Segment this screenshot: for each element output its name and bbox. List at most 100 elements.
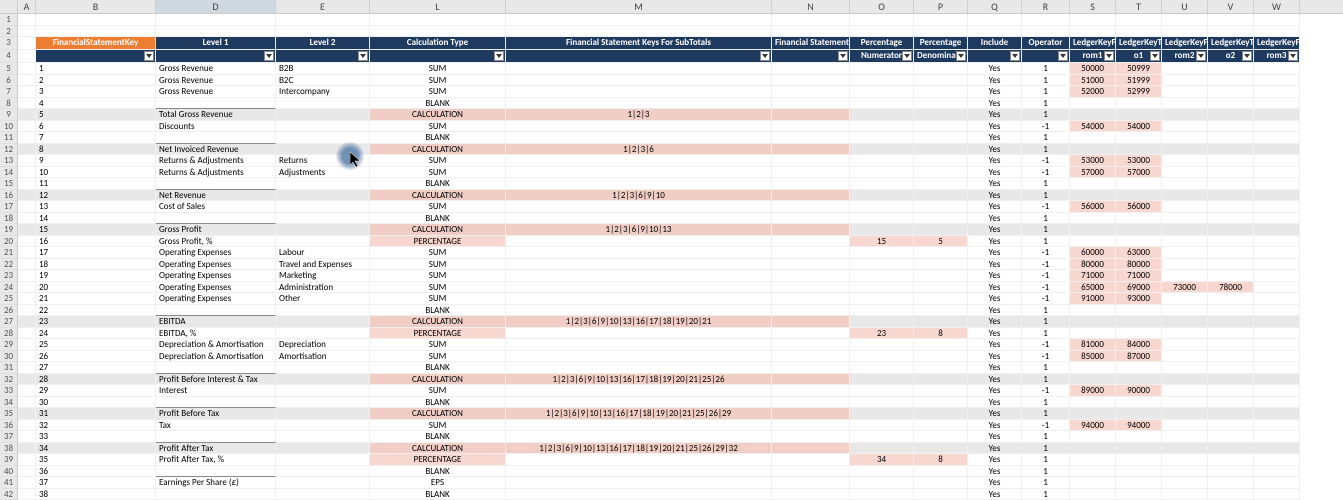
level1-cell[interactable]: Operating Expenses (156, 259, 276, 271)
ledger-t-cell[interactable]: 84000 (1116, 339, 1162, 351)
level1-cell[interactable]: Discounts (156, 121, 276, 133)
level2-cell[interactable] (276, 328, 370, 340)
ledger-w-cell[interactable] (1254, 213, 1300, 225)
pct-num-cell[interactable] (850, 466, 914, 478)
level1-cell[interactable]: Total Gross Revenue (156, 109, 276, 121)
level1-cell[interactable] (156, 466, 276, 478)
ledger-v-cell[interactable] (1208, 397, 1254, 409)
pct-den-cell[interactable] (914, 362, 968, 374)
cell[interactable] (968, 14, 1022, 26)
ledger-t-cell[interactable]: 90000 (1116, 385, 1162, 397)
ledger-w-cell[interactable] (1254, 397, 1300, 409)
cell[interactable] (370, 14, 506, 26)
ledger-v-cell[interactable] (1208, 270, 1254, 282)
cell[interactable] (506, 26, 772, 38)
ledger-w-cell[interactable] (1254, 167, 1300, 179)
pct-num-cell[interactable] (850, 98, 914, 110)
calc-type-cell[interactable]: CALCULATION (370, 144, 506, 156)
filter-button-Q[interactable] (1010, 51, 1020, 61)
pct-den-cell[interactable] (914, 132, 968, 144)
operator-cell[interactable]: 1 (1022, 224, 1070, 236)
calc-type-cell[interactable]: SUM (370, 75, 506, 87)
cell[interactable] (772, 14, 850, 26)
row-header-22[interactable]: 22 (0, 259, 18, 271)
cell[interactable] (276, 26, 370, 38)
filter-button-B[interactable] (144, 51, 154, 61)
pct-den-cell[interactable] (914, 201, 968, 213)
pct-num-cell[interactable]: 23 (850, 328, 914, 340)
ledger-u-cell[interactable]: 73000 (1162, 282, 1208, 294)
key-cell[interactable]: 35 (36, 454, 156, 466)
key-cell[interactable]: 31 (36, 408, 156, 420)
ledger-s-cell[interactable] (1070, 109, 1116, 121)
operator-cell[interactable]: 1 (1022, 305, 1070, 317)
col-header-P[interactable]: P (914, 0, 968, 13)
subtotal-keys-cell[interactable]: 1|2|3|6|9|10|13 (506, 224, 772, 236)
ledger-v-cell[interactable] (1208, 374, 1254, 386)
include-cell[interactable]: Yes (968, 178, 1022, 190)
ledger-s-cell[interactable]: 54000 (1070, 121, 1116, 133)
level1-cell[interactable]: Gross Profit (156, 224, 276, 236)
calc-type-cell[interactable]: CALCULATION (370, 408, 506, 420)
ledger-w-cell[interactable] (1254, 98, 1300, 110)
key-cell[interactable]: 15 (36, 224, 156, 236)
col-header-R[interactable]: R (1022, 0, 1070, 13)
gl-subtotal-cell[interactable] (772, 282, 850, 294)
ledger-u-cell[interactable] (1162, 144, 1208, 156)
ledger-v-cell[interactable] (1208, 293, 1254, 305)
ledger-v-cell[interactable] (1208, 75, 1254, 87)
ledger-u-cell[interactable] (1162, 190, 1208, 202)
include-cell[interactable]: Yes (968, 121, 1022, 133)
operator-cell[interactable]: 1 (1022, 397, 1070, 409)
gl-subtotal-cell[interactable] (772, 132, 850, 144)
key-cell[interactable]: 20 (36, 282, 156, 294)
level2-cell[interactable] (276, 178, 370, 190)
pct-num-cell[interactable] (850, 374, 914, 386)
gl-subtotal-cell[interactable] (772, 213, 850, 225)
gl-subtotal-cell[interactable] (772, 374, 850, 386)
ledger-w-cell[interactable] (1254, 374, 1300, 386)
level1-cell[interactable] (156, 178, 276, 190)
ledger-s-cell[interactable] (1070, 397, 1116, 409)
calc-type-cell[interactable]: BLANK (370, 397, 506, 409)
cell-A[interactable] (18, 305, 36, 317)
calc-type-cell[interactable]: PERCENTAGE (370, 236, 506, 248)
ledger-v-cell[interactable] (1208, 109, 1254, 121)
col-header-U[interactable]: U (1162, 0, 1208, 13)
operator-cell[interactable]: 1 (1022, 454, 1070, 466)
include-cell[interactable]: Yes (968, 132, 1022, 144)
include-cell[interactable]: Yes (968, 305, 1022, 317)
pct-num-cell[interactable] (850, 362, 914, 374)
subtotal-keys-cell[interactable] (506, 305, 772, 317)
cell-A[interactable] (18, 132, 36, 144)
level1-cell[interactable]: EBITDA (156, 316, 276, 328)
pct-num-cell[interactable] (850, 431, 914, 443)
include-cell[interactable]: Yes (968, 454, 1022, 466)
include-cell[interactable]: Yes (968, 236, 1022, 248)
pct-den-cell[interactable] (914, 443, 968, 455)
include-cell[interactable]: Yes (968, 397, 1022, 409)
row-header-39[interactable]: 39 (0, 454, 18, 466)
ledger-s-cell[interactable] (1070, 362, 1116, 374)
ledger-s-cell[interactable]: 94000 (1070, 420, 1116, 432)
ledger-s-cell[interactable]: 81000 (1070, 339, 1116, 351)
level2-cell[interactable]: Adjustments (276, 167, 370, 179)
ledger-u-cell[interactable] (1162, 86, 1208, 98)
ledger-t-cell[interactable] (1116, 305, 1162, 317)
subtotal-keys-cell[interactable] (506, 247, 772, 259)
calc-type-cell[interactable]: BLANK (370, 466, 506, 478)
row-header-3[interactable]: 3 (0, 37, 18, 50)
ledger-u-cell[interactable] (1162, 178, 1208, 190)
ledger-t-cell[interactable] (1116, 109, 1162, 121)
ledger-v-cell[interactable] (1208, 385, 1254, 397)
ledger-v-cell[interactable] (1208, 339, 1254, 351)
row-header-23[interactable]: 23 (0, 270, 18, 282)
calc-type-cell[interactable]: SUM (370, 86, 506, 98)
subtotal-keys-cell[interactable] (506, 75, 772, 87)
level1-cell[interactable]: Depreciation & Amortisation (156, 339, 276, 351)
include-cell[interactable]: Yes (968, 282, 1022, 294)
level2-cell[interactable]: Intercompany (276, 86, 370, 98)
include-cell[interactable]: Yes (968, 213, 1022, 225)
ledger-t-cell[interactable] (1116, 132, 1162, 144)
include-cell[interactable]: Yes (968, 374, 1022, 386)
